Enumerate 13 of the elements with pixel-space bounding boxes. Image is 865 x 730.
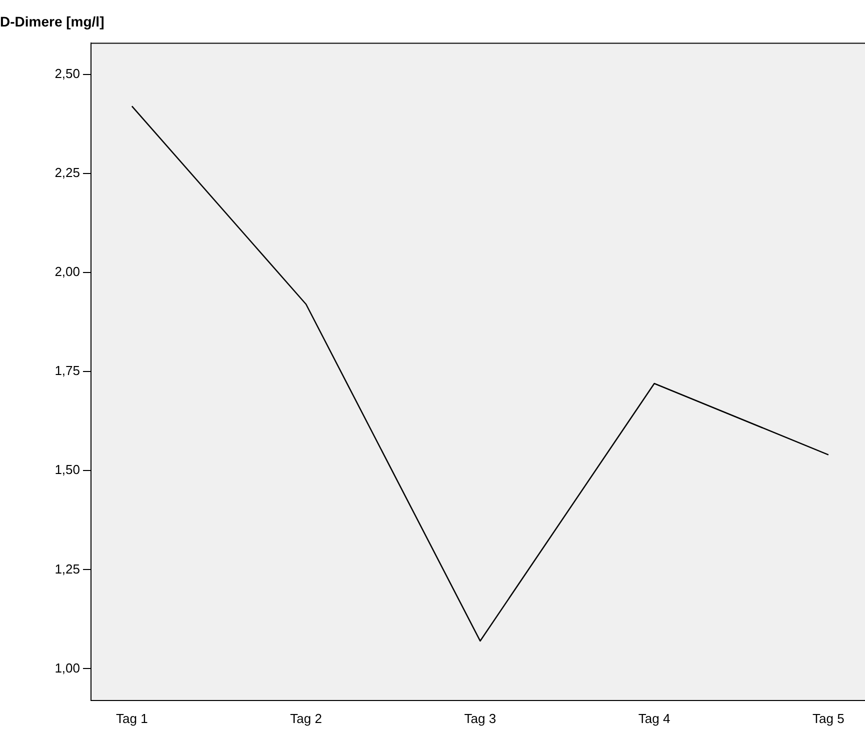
y-tick-label: 2,25 bbox=[54, 165, 80, 180]
x-tick-label: Tag 4 bbox=[638, 710, 670, 726]
x-tick-label: Tag 1 bbox=[116, 710, 148, 726]
x-tick-label: Tag 5 bbox=[812, 710, 844, 726]
y-tick-label: 2,50 bbox=[54, 66, 80, 82]
y-tick-label: 1,00 bbox=[54, 660, 80, 676]
y-tick-label: 1,75 bbox=[54, 363, 80, 378]
y-tick-label: 1,50 bbox=[54, 462, 80, 478]
x-tick-label: Tag 2 bbox=[290, 710, 322, 726]
y-tick-label: 2,00 bbox=[54, 264, 80, 280]
y-tick-label: 1,25 bbox=[54, 561, 80, 576]
y-axis-title: D-Dimere [mg/l] bbox=[0, 13, 104, 30]
x-tick-label: Tag 3 bbox=[464, 710, 496, 726]
